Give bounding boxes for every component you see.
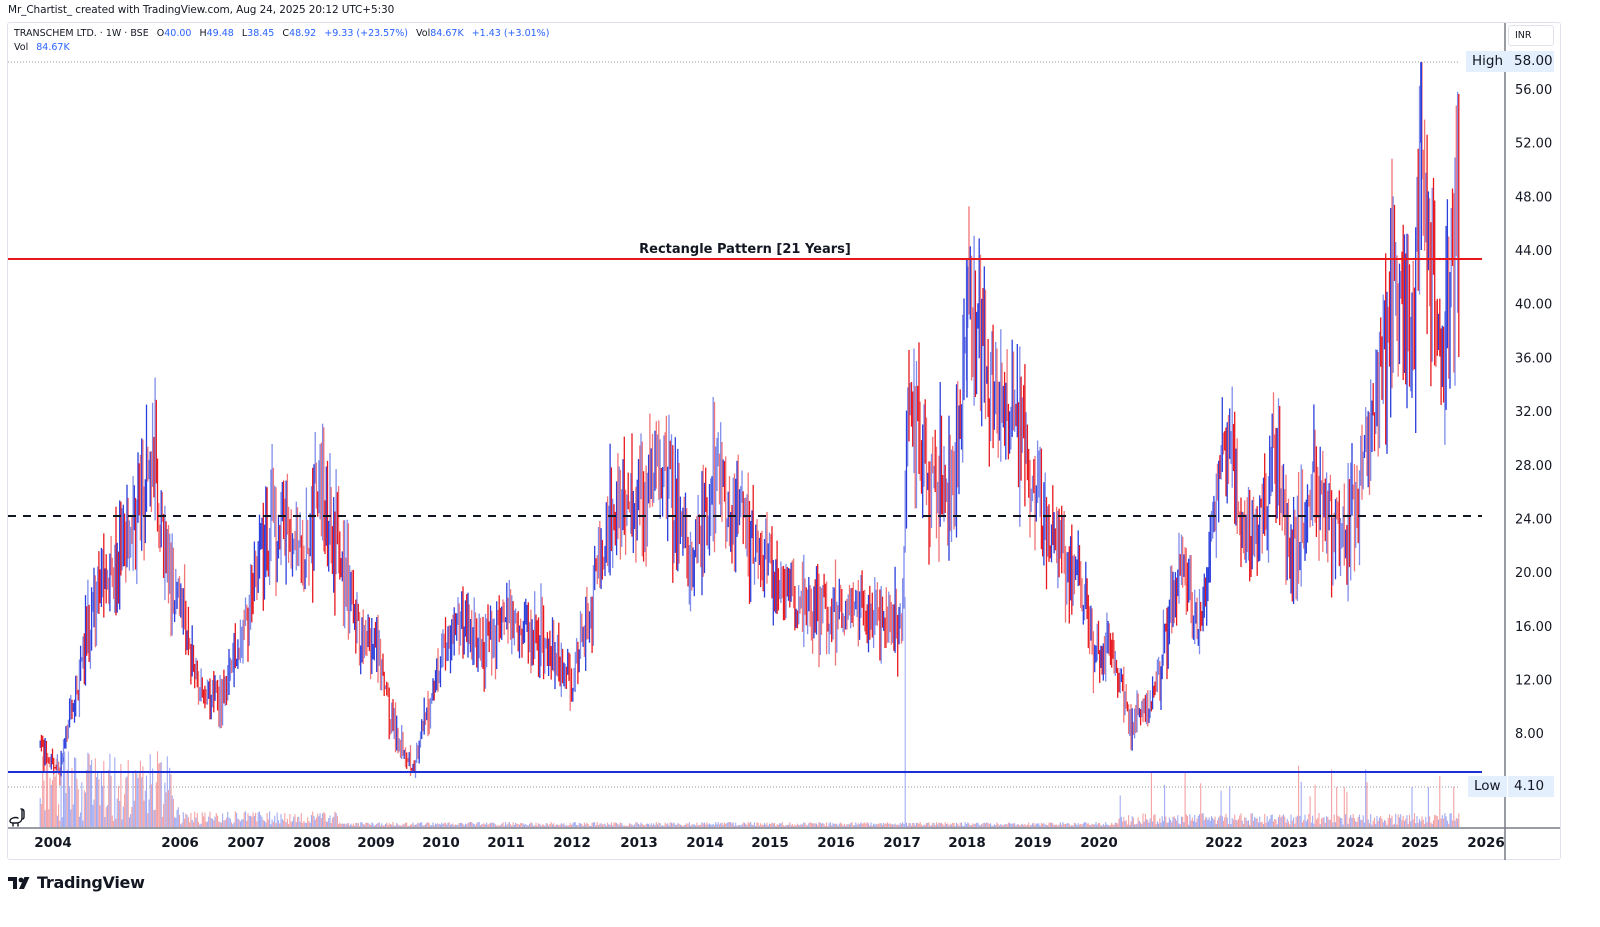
price-tick-label: 52.00 [1515,137,1552,152]
time-tick-label: 2009 [357,835,395,851]
time-tick-label: 2004 [34,835,72,851]
currency-label[interactable]: INR [1508,25,1554,46]
legend-ohlc-row: TRANSCHEM LTD. · 1W · BSE O40.00 H49.48 … [14,28,550,39]
close-value: 48.92 [289,28,317,39]
low-value: 38.45 [247,28,275,39]
time-tick-label: 2010 [422,835,460,851]
time-tick-label: 2018 [948,835,986,851]
high-value: 49.48 [206,28,234,39]
high-price-tag: 58.00 [1508,51,1554,72]
low-price-tag: 4.10 [1508,776,1554,797]
time-tick-label: 2017 [883,835,921,851]
price-tick-label: 24.00 [1515,512,1552,527]
price-tick-label: 28.00 [1515,459,1552,474]
time-tick-label: 2023 [1270,835,1308,851]
time-tick-label: 2006 [161,835,199,851]
volume-indicator-value: 84.67K [36,42,70,53]
price-tick-label: 36.00 [1515,351,1552,366]
time-tick-label: 2013 [620,835,658,851]
volume-value: 84.67K [430,28,464,39]
time-tick-label: 2015 [751,835,789,851]
time-tick-label: 2019 [1014,835,1052,851]
legend-volume-row: Vol 84.67K [14,41,549,55]
price-tick-label: 20.00 [1515,566,1552,581]
volume-change-value: +1.43 (+3.01%) [471,28,550,39]
price-axis[interactable]: 8.00 12.00 16.00 20.00 24.00 28.00 32.00 36.00 4… [1515,83,1552,742]
time-axis[interactable]: 2004 2006 2007 2008 2009 2010 2011 2012 2013 2014… [34,835,1505,851]
price-tick-label: 40.00 [1515,298,1552,313]
time-tick-label: 2012 [553,835,591,851]
dino-icon[interactable] [8,806,30,828]
open-value: 40.00 [164,28,192,39]
change-value: +9.33 (+23.57%) [324,28,408,39]
time-tick-label: 2016 [817,835,855,851]
time-tick-label: 2022 [1205,835,1243,851]
price-tick-label: 44.00 [1515,244,1552,259]
price-tick-label: 32.00 [1515,405,1552,420]
time-tick-label: 2024 [1336,835,1374,851]
high-tag: High [1466,51,1510,72]
time-tick-label: 2020 [1080,835,1118,851]
price-tick-label: 16.00 [1515,620,1552,635]
time-tick-label: 2026 [1467,835,1505,851]
price-tick-label: 8.00 [1515,727,1544,742]
volume-indicator-title[interactable]: Vol [14,42,29,53]
price-tick-label: 48.00 [1515,190,1552,205]
ohlc-bars [39,62,1460,786]
rectangle-pattern-label[interactable]: Rectangle Pattern [21 Years] [639,242,851,257]
price-tick-label: 12.00 [1515,673,1552,688]
low-tag: Low [1468,776,1507,797]
time-tick-label: 2008 [293,835,331,851]
price-tick-label: 56.00 [1515,83,1552,98]
chart-frame [7,22,1561,860]
time-tick-label: 2007 [227,835,265,851]
time-tick-label: 2025 [1401,835,1439,851]
chart-legend: TRANSCHEM LTD. · 1W · BSE O40.00 H49.48 … [14,27,549,55]
tradingview-logo[interactable]: TradingView [8,873,145,892]
volume-histogram [39,597,1460,827]
time-tick-label: 2011 [487,835,525,851]
chart-credit: Mr_Chartist_ created with TradingView.co… [8,4,395,16]
time-tick-label: 2014 [686,835,724,851]
tradingview-logo-icon [8,876,30,889]
tradingview-brand-text: TradingView [37,873,145,892]
symbol-title[interactable]: TRANSCHEM LTD. · 1W · BSE [14,28,149,39]
